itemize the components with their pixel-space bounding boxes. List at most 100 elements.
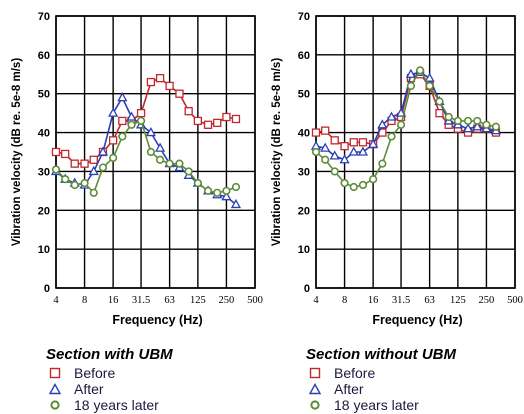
circle-marker-icon [306,399,324,411]
square-marker-icon [306,367,324,379]
legend-title: Section without UBM [306,346,456,363]
data-point [146,147,156,157]
data-point [61,175,70,184]
x-tick-label: 4 [313,295,319,306]
data-point [222,186,231,195]
data-point [463,116,473,126]
data-point [155,74,165,83]
data-point [230,198,242,209]
data-point [98,163,108,172]
data-point [213,118,222,128]
data-point [386,111,397,121]
data-point [108,136,118,145]
data-point [348,146,359,156]
legend-item-18-years-later: 18 years later [306,397,524,413]
y-tick-label: 30 [298,166,310,178]
legend-title: Section with UBM [46,346,173,363]
data-point [435,97,444,106]
data-point [51,147,61,157]
y-tick-label: 10 [38,244,50,256]
data-point [358,138,368,147]
data-point [165,81,174,91]
x-tick-label: 16 [368,295,379,306]
legend-item-18-years-later: 18 years later [46,397,276,413]
legend-right: Section without UBM Before After 18 year… [306,346,524,413]
x-tick-label: 250 [479,295,495,306]
data-point [136,116,146,126]
data-point [453,116,462,126]
legend-item-after: After [46,381,276,397]
x-tick-label: 63 [164,295,175,306]
data-point [89,188,98,197]
series-18-years-later [51,116,241,197]
data-point [415,66,425,75]
data-point [155,155,165,164]
data-point [117,92,128,102]
data-point [482,120,491,129]
data-point [406,81,416,91]
y-tick-label: 70 [298,11,310,23]
legend-left: Section with UBM Before After 18 years l… [46,346,276,413]
data-point [425,81,434,91]
y-axis-title: Vibration velocity (dB re. 5e-8 m/s) [11,58,23,246]
data-point [357,146,369,156]
data-point [203,120,213,129]
x-tick-label: 4 [53,295,59,306]
data-point [462,123,474,133]
data-point [368,138,379,148]
data-point [88,165,99,176]
data-point [70,159,79,168]
data-point [80,178,89,188]
data-point [231,114,241,124]
x-tick-label: 31.5 [132,295,150,306]
data-point [80,159,89,168]
data-point [118,132,127,141]
data-point [61,149,70,159]
legend-label: 18 years later [334,397,419,413]
data-point [89,155,98,164]
data-point [97,146,109,156]
data-point [51,165,61,174]
data-point [213,188,222,197]
data-point [444,112,453,122]
data-point [321,126,330,135]
data-point [193,178,202,188]
y-tick-label: 20 [298,205,310,217]
x-tick-label: 125 [190,295,206,306]
data-point [145,127,157,137]
square-marker-icon [46,367,64,379]
data-point [320,142,331,152]
data-point [330,167,339,176]
data-point [387,132,396,141]
legend-item-before: Before [46,365,276,381]
data-point [349,182,358,192]
data-point [184,107,193,116]
data-point [472,121,483,131]
triangle-marker-icon [306,383,324,395]
data-point [396,120,406,129]
data-point [118,116,127,126]
y-tick-label: 20 [38,205,50,217]
y-tick-label: 50 [298,89,310,101]
data-point [184,167,193,176]
legend-item-before: Before [306,365,524,381]
x-tick-label: 500 [247,295,263,306]
y-tick-label: 60 [298,50,310,62]
triangle-marker-icon [46,383,64,395]
x-tick-label: 8 [82,295,87,306]
legend-label: After [74,381,104,397]
data-point [136,108,146,118]
chart-panel-1: 0 10 20 30 40 50 60 70 4 8 16 31.5 63 125 250 500 Freque… [11,11,263,327]
y-tick-label: 0 [304,283,310,295]
data-point [377,119,388,129]
data-point [154,142,166,152]
data-point [435,108,444,118]
data-point [330,136,339,145]
y-tick-label: 0 [44,283,50,295]
data-point [175,89,184,98]
x-tick-label: 31.5 [392,295,410,306]
data-point [339,154,350,164]
data-point [369,175,378,184]
data-point [340,142,349,151]
